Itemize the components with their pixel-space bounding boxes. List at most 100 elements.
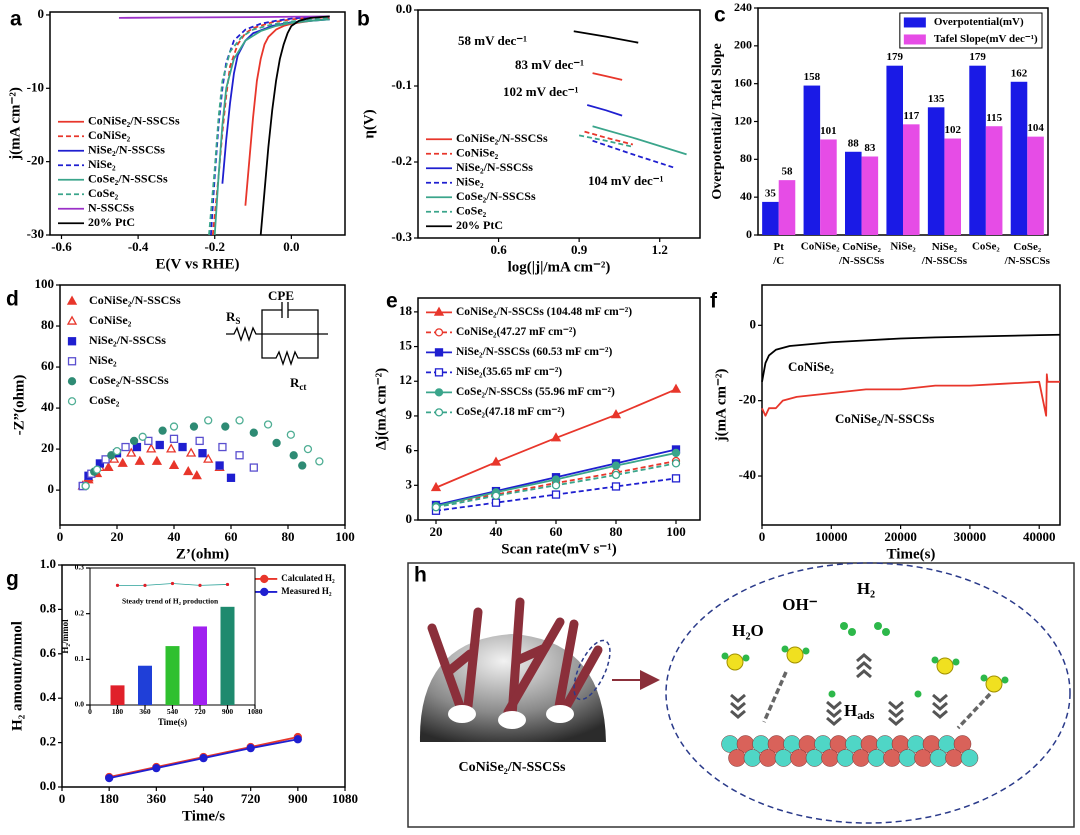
hydrogen xyxy=(742,654,750,662)
y-tick-label: -40 xyxy=(739,467,756,482)
y-tick-label: 0.0 xyxy=(75,700,85,709)
data-point xyxy=(126,447,137,457)
series-line xyxy=(761,373,1060,417)
atom xyxy=(759,749,777,767)
bar xyxy=(193,626,207,705)
legend-label: NiSe₂/N-SSCSs xyxy=(88,143,165,157)
atom xyxy=(836,749,855,767)
x-tick-label: 360 xyxy=(139,707,151,716)
x-axis-label: Time(s) xyxy=(158,717,187,727)
legend-label: CoSe₂ xyxy=(456,204,487,218)
hydrogen xyxy=(952,658,960,666)
panel-letter: a xyxy=(10,8,22,31)
y-tick-label: -10 xyxy=(27,79,44,94)
legend-label: CoNiSe₂ xyxy=(89,313,132,327)
legend: Calculated H₂ Measured H₂ xyxy=(251,573,335,597)
hydrogen xyxy=(882,628,890,636)
data-point xyxy=(115,583,120,587)
chevron xyxy=(932,693,948,703)
data-point xyxy=(491,491,501,500)
data-point xyxy=(191,470,202,480)
bar xyxy=(985,126,1003,235)
data-point xyxy=(235,451,244,460)
oxygen xyxy=(985,675,1003,693)
legend: CoNiSe₂/N-SSCSsCoNiSe₂NiSe₂/N-SSCSsNiSe₂… xyxy=(58,114,180,229)
legend-marker xyxy=(67,377,77,386)
data-point xyxy=(166,443,177,453)
chevron xyxy=(856,653,872,663)
series-line xyxy=(211,16,330,236)
oxygen xyxy=(786,646,804,664)
data-point xyxy=(204,416,213,425)
legend-swatch xyxy=(903,34,926,45)
x-tick-label: 900 xyxy=(288,791,308,806)
atom xyxy=(805,749,824,767)
legend: CoNiSe₂/N-SSCSsCoNiSe₂NiSe₂/N-SSCSsNiSe₂… xyxy=(426,131,548,232)
rod xyxy=(443,649,475,677)
panel-letter: h xyxy=(414,564,427,587)
hydrogen xyxy=(721,652,729,660)
x-axis-label: Scan rate(mV s⁻¹) xyxy=(501,541,616,557)
chevron xyxy=(730,701,746,711)
rod xyxy=(557,645,603,719)
y-tick-label: -30 xyxy=(27,226,44,241)
series-line xyxy=(592,72,623,81)
y-tick-label: 1.0 xyxy=(40,556,56,571)
hydrogen xyxy=(848,628,856,636)
bar xyxy=(220,606,235,705)
annotation: 102 mV dec⁻¹ xyxy=(503,84,579,99)
series-line xyxy=(586,104,623,117)
x-tick-label: CoNiSe₂/N-SSCSs xyxy=(838,241,885,267)
text-part: H xyxy=(844,701,857,720)
y-tick-label: -0.2 xyxy=(391,153,412,168)
value-label: 158 xyxy=(804,71,821,83)
x-tick-label: Pt/C xyxy=(772,241,784,267)
diagram-label: H₂O xyxy=(732,621,764,640)
data-point xyxy=(221,422,230,431)
y-tick-label: 120 xyxy=(734,113,752,127)
chevron xyxy=(888,700,904,710)
rod xyxy=(553,619,579,717)
x-tick-label: 180 xyxy=(99,791,119,806)
legend-marker xyxy=(66,295,78,305)
data-point xyxy=(226,473,236,482)
text-part: ct xyxy=(299,382,306,392)
legend-label: Calculated H₂ xyxy=(281,573,335,583)
data-point xyxy=(169,434,179,443)
chevron xyxy=(856,669,872,679)
data-point xyxy=(189,422,199,431)
data-point xyxy=(286,430,296,439)
bond xyxy=(956,692,992,730)
legend: CoNiSe₂/N-SSCSsCoNiSe₂NiSe₂/N-SSCSsNiSe₂… xyxy=(66,293,181,407)
legend-marker xyxy=(434,388,444,397)
data-point xyxy=(315,457,324,466)
legend-label: CoSe₂/N-SSCSs xyxy=(88,172,168,186)
y-tick-label: 0.8 xyxy=(40,600,57,615)
x-tick-label: 360 xyxy=(147,791,167,806)
x-tick-label: 0 xyxy=(59,791,66,806)
legend-label: CoSe₂(47.18 mF cm⁻²) xyxy=(456,406,565,418)
y-tick-label: 0.4 xyxy=(40,689,57,704)
bar xyxy=(778,180,796,235)
x-tick-label: 1.2 xyxy=(652,242,668,257)
series-line xyxy=(578,134,634,148)
legend-marker xyxy=(66,315,78,325)
x-tick-label: 20 xyxy=(111,529,124,544)
y-tick-label: 0.6 xyxy=(40,645,57,660)
legend-label: CoSe₂/N-SSCSs xyxy=(89,373,169,387)
x-tick-label: 1080 xyxy=(248,707,263,716)
rod xyxy=(463,607,483,711)
y-tick-label: -20 xyxy=(739,392,756,407)
data-point xyxy=(138,432,147,441)
chevron xyxy=(826,716,842,726)
data-point xyxy=(199,753,208,763)
data-point xyxy=(671,459,681,468)
text-part: /C xyxy=(772,255,784,267)
y-tick-label: 0 xyxy=(406,511,413,526)
series-line xyxy=(592,125,687,156)
oxygen xyxy=(726,653,744,671)
data-point xyxy=(490,456,502,466)
bar xyxy=(1027,136,1044,235)
legend-label: Tafel Slope(mV dec⁻¹) xyxy=(934,33,1038,45)
y-tick-label: -20 xyxy=(27,153,44,168)
